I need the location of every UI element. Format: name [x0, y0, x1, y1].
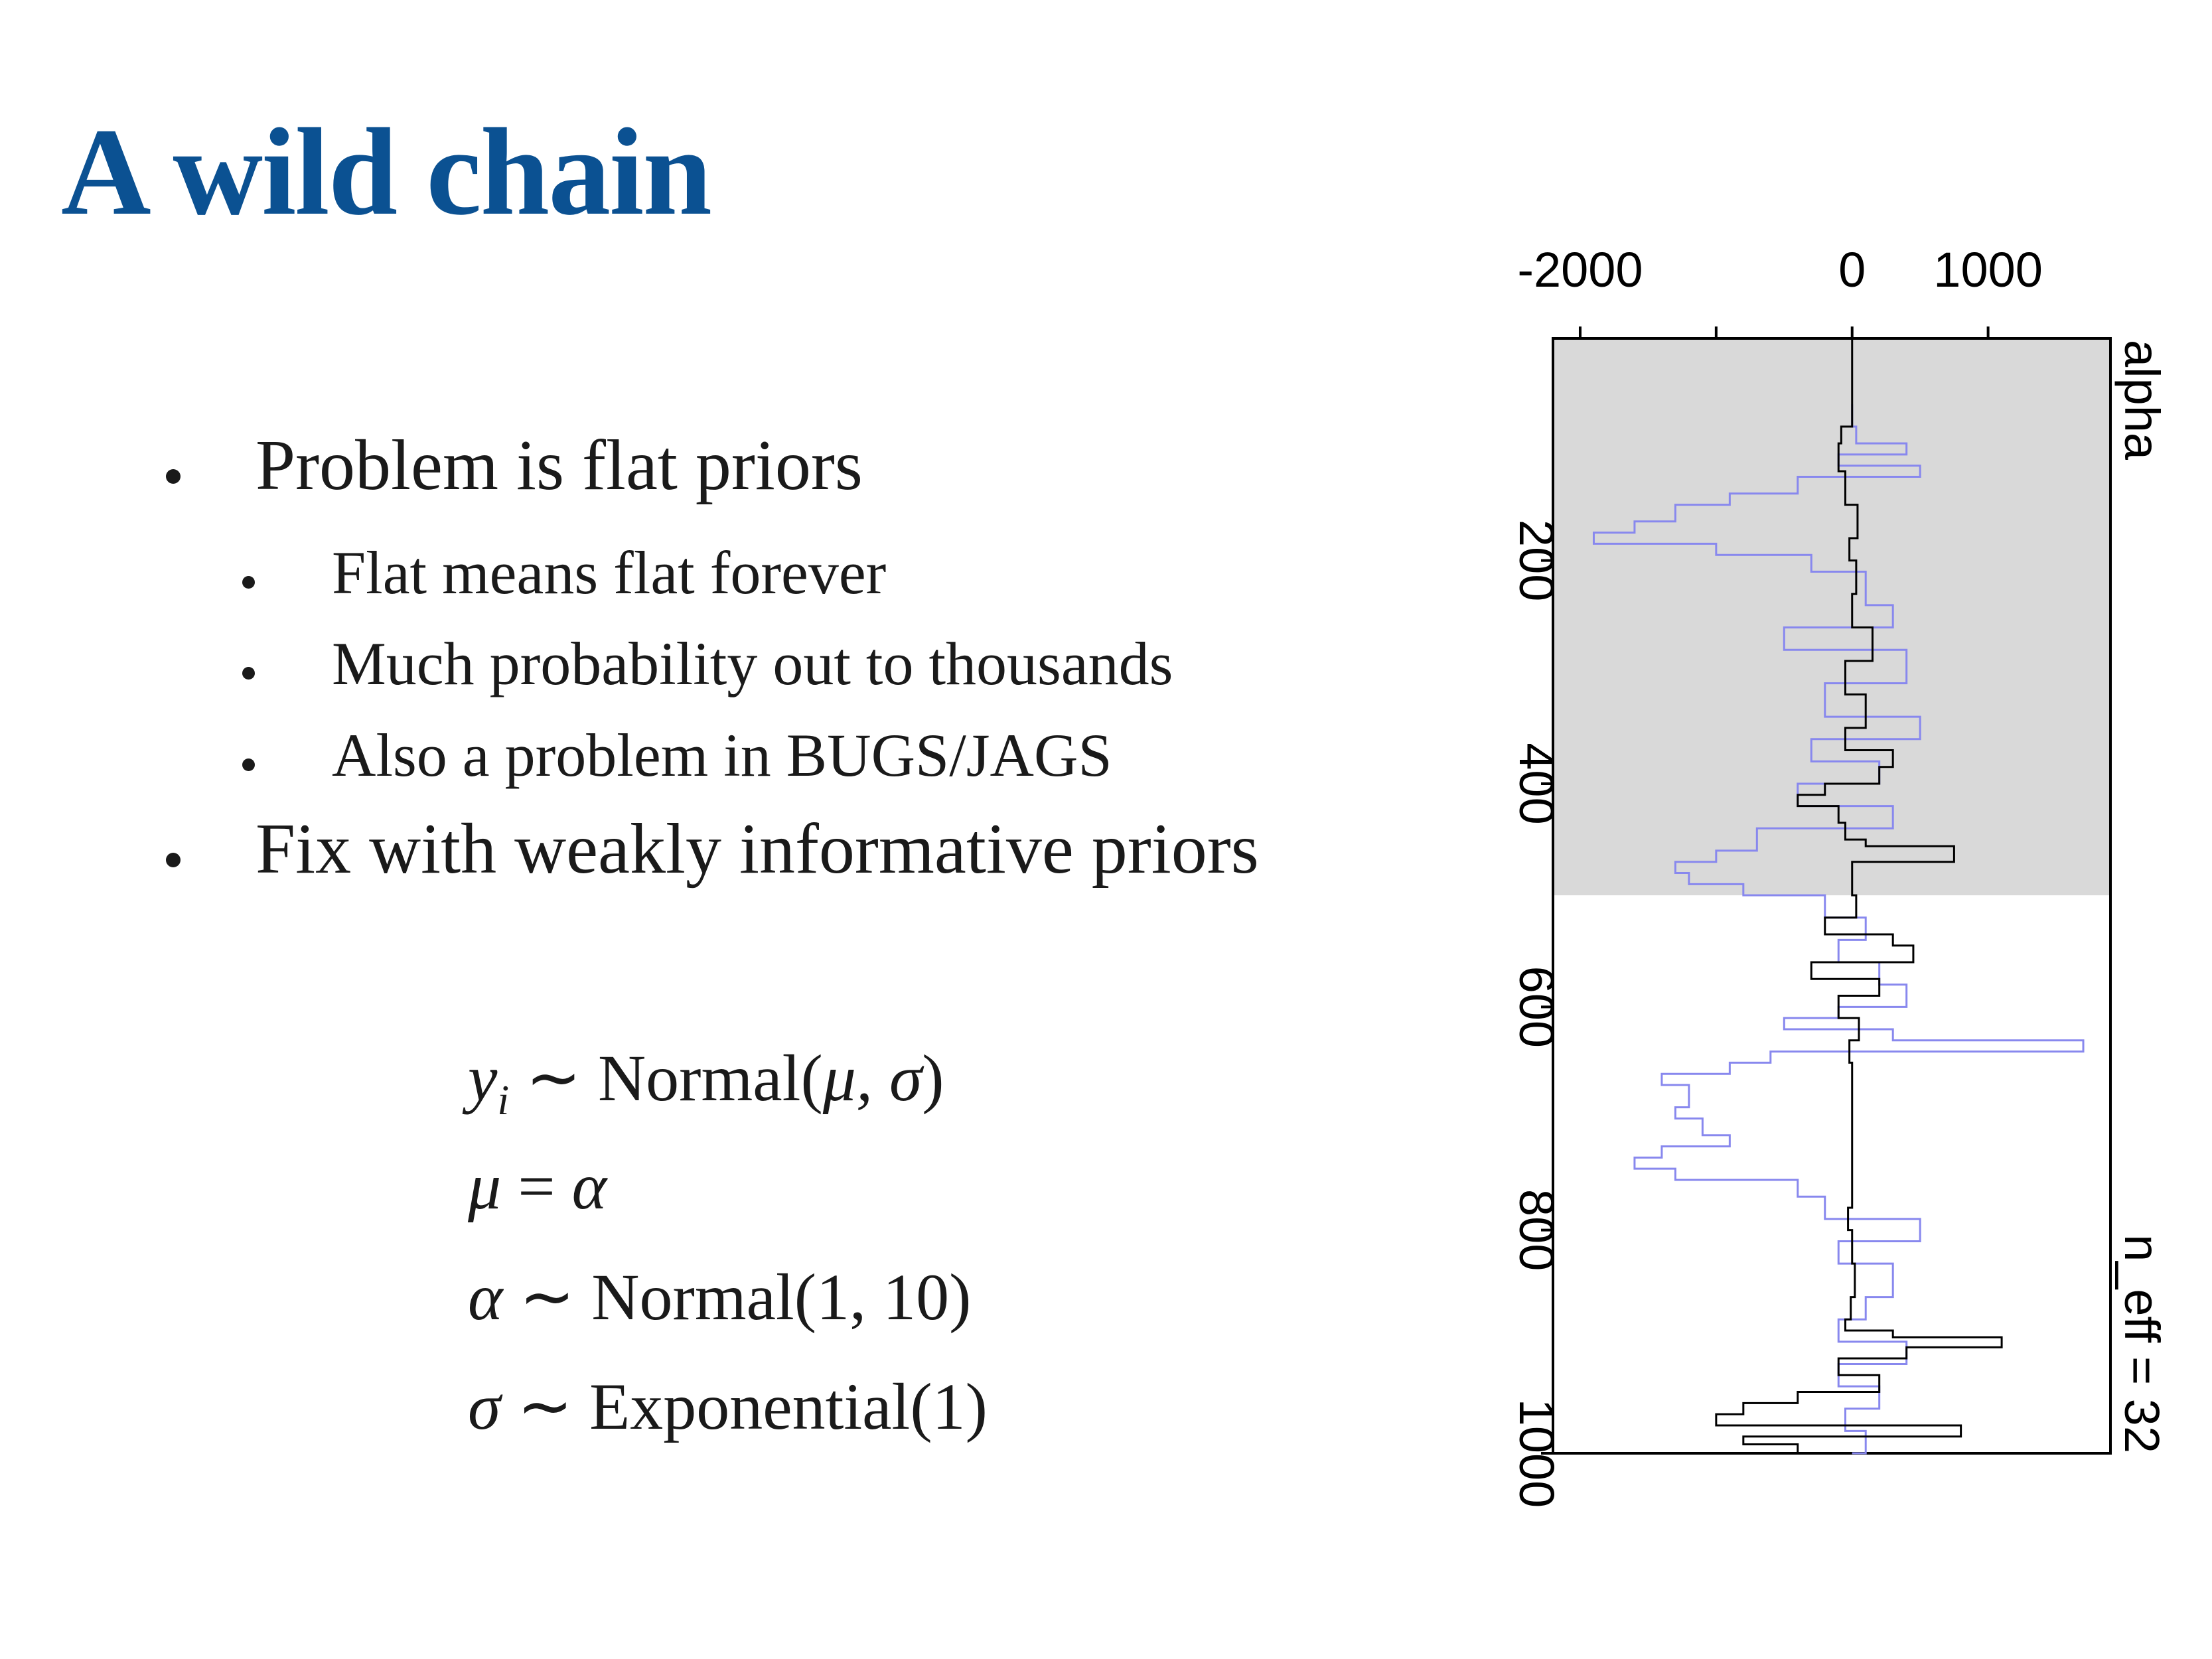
bullet-text: Flat means flat forever: [332, 539, 887, 607]
warmup-region: [1553, 338, 2110, 896]
bullet-text: Also a problem in BUGS/JAGS: [332, 721, 1112, 789]
equation-likelihood: yi ∼ Normal(μ, σ): [468, 1039, 944, 1125]
iteration-tick-label: 200: [1509, 520, 1564, 601]
eq-operator: =: [518, 1149, 555, 1223]
eq-operator: ∼: [517, 1370, 573, 1443]
eq-operator: ∼: [526, 1041, 581, 1115]
eq-subscript: i: [497, 1076, 510, 1123]
bullet-text: Much probability out to thousands: [332, 630, 1173, 697]
value-tick-label: 1000: [1933, 242, 2043, 297]
eq-rhs: Normal(: [597, 1041, 823, 1115]
bullet-dot-icon: [166, 469, 181, 484]
eq-lhs: α: [468, 1260, 503, 1334]
iteration-tick-label: 600: [1509, 966, 1564, 1048]
slide-title: A wild chain: [61, 102, 712, 241]
iteration-axis: 200 400 600 800 1000: [1509, 520, 1564, 1508]
value-axis: -2000 0 1000: [1517, 242, 2043, 338]
bullet-dot-icon: [242, 758, 255, 771]
equation-mean: μ = α: [468, 1148, 607, 1224]
eq-args: μ, σ: [822, 1041, 922, 1115]
bullet-dot-icon: [242, 576, 255, 589]
eq-rhs: Exponential(1): [589, 1370, 988, 1443]
bullet-item: Also a problem in BUGS/JAGS: [242, 720, 1112, 790]
bullet-item: Flat means flat forever: [242, 538, 887, 608]
equation-sigma-prior: σ ∼ Exponential(1): [468, 1367, 988, 1445]
iteration-tick-label: 1000: [1509, 1399, 1564, 1508]
eq-rhs: Normal(1, 10): [591, 1260, 972, 1334]
value-tick-label: -2000: [1517, 242, 1643, 297]
bullet-text: Fix with weakly informative priors: [256, 810, 1259, 889]
bullet-dot-icon: [242, 667, 255, 680]
bullet-item: Problem is flat priors: [166, 425, 863, 507]
eq-lhs: μ: [468, 1149, 502, 1223]
eq-operator: ∼: [519, 1260, 575, 1334]
chain-trace-1: [1592, 404, 2085, 1455]
parameter-label: alpha: [2114, 340, 2170, 461]
bullet-dot-icon: [166, 853, 181, 867]
eq-close: ): [922, 1041, 944, 1115]
bullet-text: Problem is flat priors: [256, 426, 863, 505]
bullet-item: Much probability out to thousands: [242, 628, 1173, 699]
trace-plot: -2000 0 1000 200 400 600 800 1000 alpha n_eff …: [1509, 242, 2170, 1508]
eq-lhs: y: [468, 1041, 498, 1115]
chain-traces: [1592, 338, 2085, 1455]
equation-alpha-prior: α ∼ Normal(1, 10): [468, 1258, 971, 1335]
n-eff-label: n_eff = 32: [2114, 1234, 2170, 1453]
eq-rhs: α: [571, 1149, 607, 1223]
plot-frame: [1552, 337, 2112, 1455]
iteration-tick-label: 400: [1509, 743, 1564, 824]
iteration-tick-label: 800: [1509, 1189, 1564, 1271]
bullet-item: Fix with weakly informative priors: [166, 808, 1259, 891]
chain-trace-2: [1715, 338, 2003, 1455]
value-tick-label: 0: [1838, 242, 1866, 297]
eq-lhs: σ: [468, 1370, 501, 1443]
